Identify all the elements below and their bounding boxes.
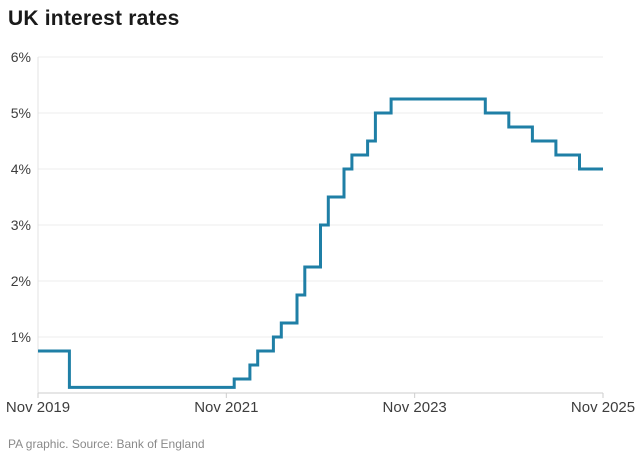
- interest-rate-line: [38, 97, 603, 389]
- chart-title: UK interest rates: [8, 7, 180, 30]
- source-note: PA graphic. Source: Bank of England: [8, 437, 205, 451]
